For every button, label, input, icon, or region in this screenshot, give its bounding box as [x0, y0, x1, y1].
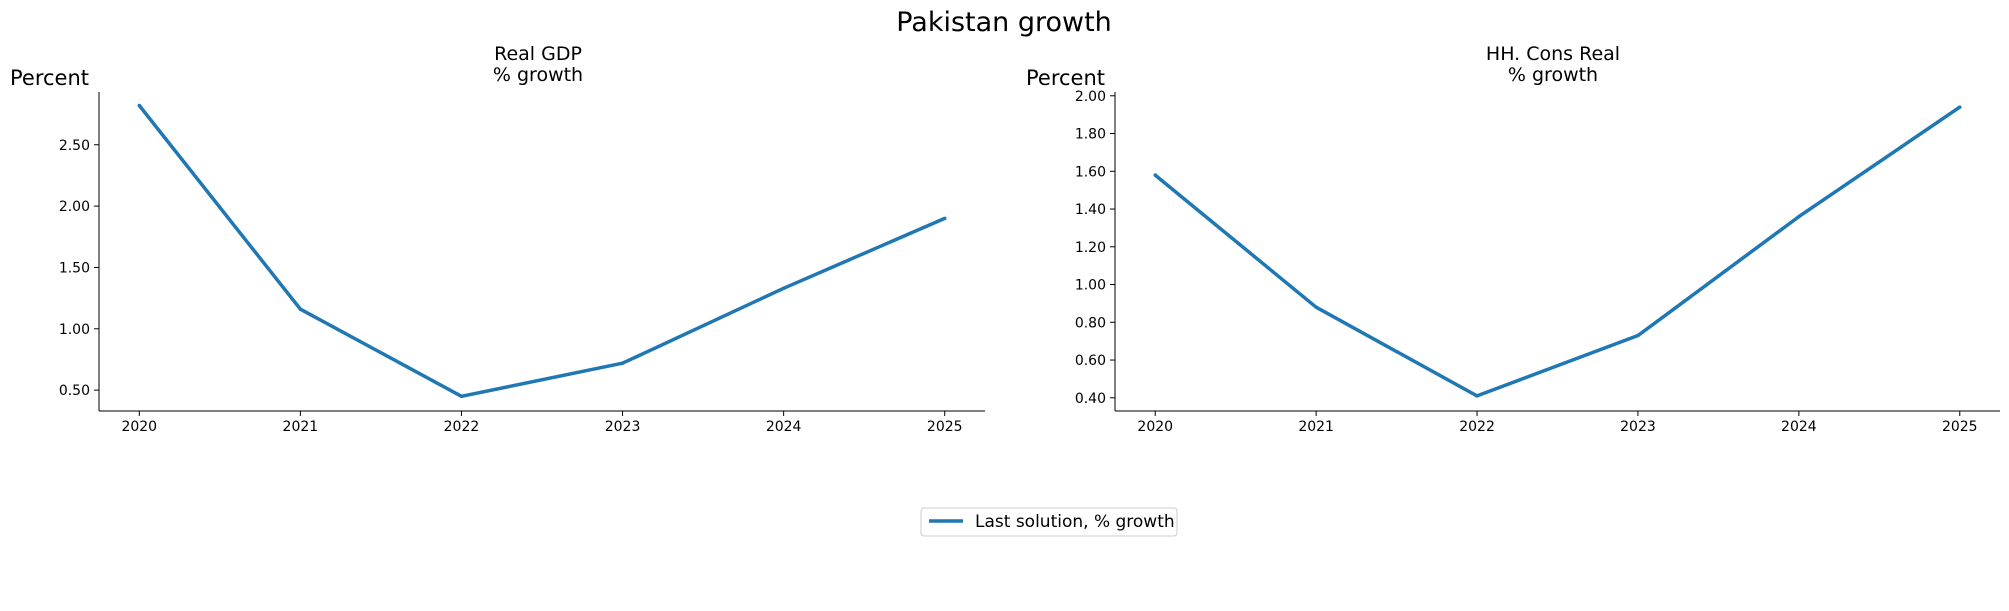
- data-point: [137, 103, 142, 108]
- y-tick-label: 1.50: [59, 260, 90, 276]
- data-point: [1636, 333, 1640, 338]
- data-point: [1153, 173, 1157, 177]
- data-point: [1958, 105, 1962, 109]
- x-tick-label: 2022: [1459, 419, 1495, 435]
- y-tick-label: 1.40: [1075, 202, 1106, 218]
- data-point: [1314, 305, 1318, 309]
- y-tick-label: 0.40: [1075, 391, 1106, 407]
- data-point: [1475, 394, 1479, 398]
- y-axis-label: Percent: [10, 66, 89, 90]
- panel-title-line-0: HH. Cons Real: [1486, 43, 1620, 65]
- y-tick-label: 2.50: [59, 138, 90, 154]
- y-tick-label: 0.50: [59, 383, 90, 399]
- y-tick-label: 1.60: [1075, 164, 1106, 180]
- panel-title-line-1: % growth: [1508, 64, 1598, 86]
- data-point: [781, 286, 786, 291]
- legend: Last solution, % growth: [920, 507, 1178, 537]
- x-tick-label: 2023: [1620, 419, 1656, 435]
- y-tick-label: 0.60: [1075, 353, 1106, 369]
- x-tick-label: 2023: [605, 419, 641, 435]
- y-tick-label: 2.00: [1075, 89, 1106, 105]
- x-tick-label: 2021: [1298, 419, 1334, 435]
- x-tick-label: 2025: [1942, 419, 1978, 435]
- series-line: [137, 104, 946, 399]
- y-tick-label: 1.80: [1075, 127, 1106, 143]
- data-point: [942, 216, 947, 221]
- x-tick-label: 2024: [1781, 419, 1817, 435]
- y-tick-label: 1.20: [1075, 240, 1106, 256]
- panel-title-line-1: % growth: [493, 64, 583, 86]
- data-point: [1797, 214, 1801, 219]
- data-point: [298, 307, 303, 311]
- legend-label: Last solution, % growth: [975, 512, 1175, 532]
- figure-title: Pakistan growth: [896, 7, 1112, 38]
- x-tick-label: 2021: [283, 419, 319, 435]
- data-point: [620, 361, 625, 365]
- x-tick-label: 2020: [1137, 419, 1173, 435]
- y-axis-label: Percent: [1026, 66, 1105, 90]
- series-line: [1154, 105, 1961, 398]
- x-tick-label: 2022: [444, 419, 480, 435]
- x-tick-label: 2025: [927, 419, 963, 435]
- legend-box: [920, 507, 1178, 537]
- x-tick-label: 2024: [766, 419, 802, 435]
- panel-title-line-0: Real GDP: [494, 43, 582, 65]
- panel-hh-cons-real: HH. Cons Real% growth Percent 0.40 0.60 0.80…: [1026, 43, 2000, 435]
- y-tick-label: 1.00: [1075, 278, 1106, 294]
- panel-real-gdp: Real GDP% growth Percent 0.50 1.00 1.50 2.00 2…: [10, 43, 985, 435]
- data-point: [459, 394, 464, 399]
- y-tick-label: 0.80: [1075, 315, 1106, 331]
- y-tick-label: 2.00: [59, 199, 90, 215]
- x-tick-label: 2020: [121, 419, 157, 435]
- y-tick-label: 1.00: [59, 322, 90, 338]
